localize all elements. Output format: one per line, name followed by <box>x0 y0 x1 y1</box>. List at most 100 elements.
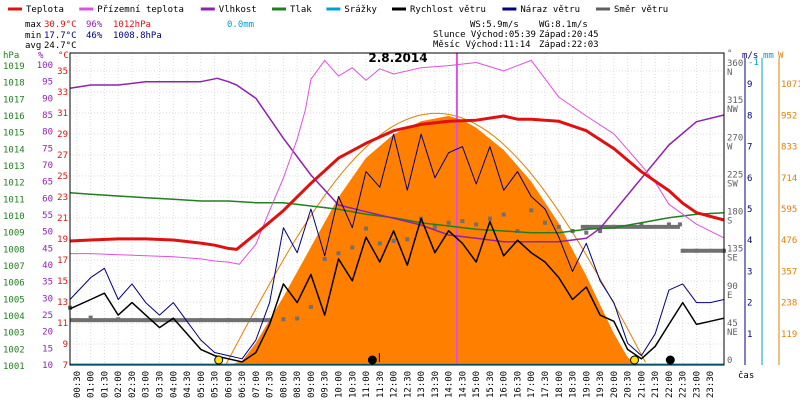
x-tick-label: 09:00 <box>307 371 317 398</box>
ms-tick-label: 1 <box>747 330 752 340</box>
x-tick-label: 16:00 <box>500 371 510 398</box>
info-moonset: Západ:22:03 <box>539 40 599 50</box>
x-tick-label: 17:30 <box>541 371 551 398</box>
x-tick-label: 12:00 <box>390 371 400 398</box>
axes: 00:30 01:00 01:30 02:00 02:30 03:00 03:30 04:00… <box>3 52 800 398</box>
humidity-tick-label: 65 <box>42 178 53 188</box>
watt-tick-label: 952 <box>781 111 797 121</box>
direction-tick-label: 315 <box>727 96 743 106</box>
direction-tick-label: 225 <box>727 170 743 180</box>
x-tick-label: 08:00 <box>279 371 289 398</box>
temperature-tick-label: 11 <box>57 319 68 329</box>
direction-tick-label: 45 <box>727 319 738 329</box>
x-tick-label: 13:30 <box>431 371 441 398</box>
stat-max-rain: 0.0mm <box>227 20 254 30</box>
stat-min-humidity: 46% <box>86 31 103 41</box>
stat-min-temp: 17.7°C <box>44 31 77 41</box>
hpa-tick-label: 1012 <box>3 179 25 189</box>
x-tick-label: 02:00 <box>114 371 124 398</box>
humidity-tick-label: 80 <box>42 128 53 138</box>
legend-label: Směr větru <box>614 5 668 15</box>
hpa-tick-label: 1018 <box>3 79 25 89</box>
plot-area <box>68 53 726 366</box>
temperature-tick-label: 17 <box>57 256 68 266</box>
stat-avg-temp: 24.7°C <box>44 41 77 51</box>
hpa-tick-label: 1007 <box>3 262 25 272</box>
ms-axis-top-label: -1 <box>748 58 759 68</box>
temperature-tick-label: 13 <box>57 298 68 308</box>
x-tick-label: 10:30 <box>348 371 358 398</box>
temperature-tick-label: 21 <box>57 214 68 224</box>
watt-tick-label: 357 <box>781 267 797 277</box>
stat-min-label: min <box>25 31 41 41</box>
hpa-tick-label: 1004 <box>3 312 25 322</box>
x-tick-label: 20:00 <box>610 371 620 398</box>
legend-label: Tlak <box>290 5 312 15</box>
direction-cardinal-label: NE <box>727 328 738 338</box>
x-tick-label: 22:00 <box>665 371 675 398</box>
humidity-tick-label: 90 <box>42 94 53 104</box>
x-tick-label: 01:30 <box>100 371 110 398</box>
direction-tick-label: 270 <box>727 133 743 143</box>
x-tick-label: 07:30 <box>266 371 276 398</box>
x-tick-label: 23:30 <box>706 371 716 398</box>
ms-tick-label: 2 <box>747 299 752 309</box>
wind-direction-point <box>584 230 589 235</box>
direction-cardinal-label: S <box>727 217 732 227</box>
x-tick-label: 05:30 <box>211 371 221 398</box>
hpa-tick-label: 1005 <box>3 295 25 305</box>
watt-tick-label: 119 <box>781 330 797 340</box>
humidity-tick-label: 20 <box>42 328 53 338</box>
hpa-tick-label: 1006 <box>3 279 25 289</box>
wind-direction-point <box>474 222 479 227</box>
wind-direction-point <box>639 222 644 227</box>
humidity-tick-label: 60 <box>42 194 53 204</box>
wind-gust-line <box>69 133 725 360</box>
temperature-tick-label: 15 <box>57 277 68 287</box>
x-tick-label: 20:30 <box>624 371 634 398</box>
humidity-line <box>69 77 725 243</box>
unit-time: čas <box>738 370 754 381</box>
hpa-tick-label: 1015 <box>3 129 25 139</box>
info-sunset: Západ:20:45 <box>539 30 599 40</box>
wind-direction-point <box>322 257 327 262</box>
stats-block: max 30.9°C 96% 1012hPa 0.0mm min 17.7°C … <box>25 20 254 51</box>
humidity-tick-label: 15 <box>42 344 53 354</box>
humidity-tick-label: 70 <box>42 161 53 171</box>
x-tick-label: 11:00 <box>362 371 372 398</box>
solar-theoretical-line <box>225 112 646 366</box>
x-tick-label: 18:30 <box>569 371 579 398</box>
sunset-marker <box>630 355 640 365</box>
hpa-tick-label: 1008 <box>3 245 25 255</box>
ms-tick-label: 3 <box>747 267 752 277</box>
direction-tick-label: 180 <box>727 208 743 218</box>
wind-direction-point <box>460 219 465 224</box>
temperature-tick-label: 7 <box>63 361 68 371</box>
hpa-tick-label: 1013 <box>3 162 25 172</box>
unit-degrees: ° <box>727 49 732 59</box>
x-tick-label: 03:00 <box>142 371 152 398</box>
watt-tick-label: 833 <box>781 143 797 153</box>
x-tick-label: 23:00 <box>692 371 702 398</box>
x-tick-label: 04:30 <box>183 371 193 398</box>
wind-direction-point <box>677 222 682 227</box>
x-tick-label: 22:30 <box>679 371 689 398</box>
x-tick-label: 05:00 <box>197 371 207 398</box>
hpa-tick-label: 1016 <box>3 112 25 122</box>
wind-direction-point <box>432 224 437 229</box>
humidity-tick-label: 55 <box>42 211 53 221</box>
humidity-tick-label: 50 <box>42 228 53 238</box>
x-tick-label: 04:00 <box>169 371 179 398</box>
unit-celsius: °C <box>58 51 69 61</box>
ms-tick-label: 7 <box>747 143 752 153</box>
x-tick-label: 16:30 <box>513 371 523 398</box>
direction-cardinal-label: W <box>727 142 733 152</box>
x-tick-label: 08:30 <box>293 371 303 398</box>
solar-radiation-area <box>228 115 636 366</box>
stat-max-label: max <box>25 20 42 30</box>
legend-label: Vlhkost <box>219 5 257 15</box>
wind-direction-point <box>598 229 603 233</box>
ms-tick-label: 6 <box>747 174 752 184</box>
x-tick-label: 03:30 <box>155 371 165 398</box>
legend: Teplota Přízemní teplota Vlhkost Tlak Srážky… <box>8 5 668 15</box>
